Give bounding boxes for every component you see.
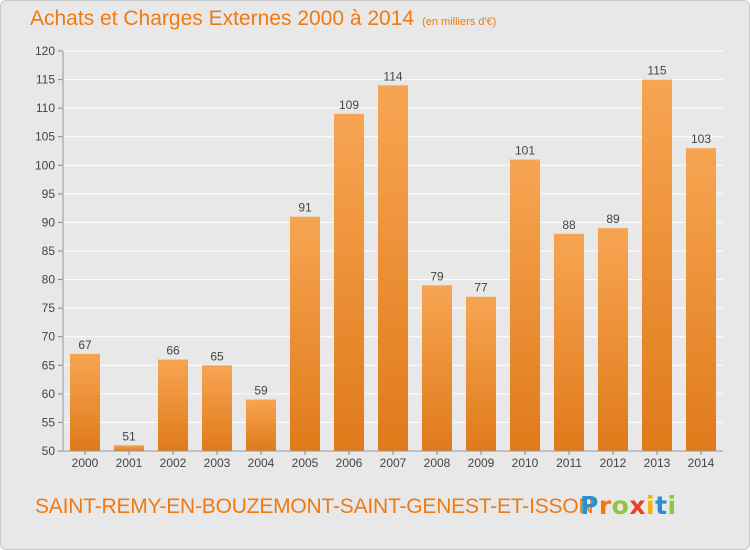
x-tick-label-2003: 2003 (204, 456, 231, 470)
bar-2008 (422, 285, 452, 451)
x-tick-label-2006: 2006 (336, 456, 363, 470)
y-axis: 50 55 60 65 70 75 80 85 90 95 100 105 110 115 120 (35, 44, 64, 458)
bar-2014 (686, 148, 716, 451)
y-tick-label: 85 (42, 244, 56, 258)
chart-title-row: Achats et Charges Externes 2000 à 2014 (e… (30, 7, 496, 31)
y-tick-label: 90 (42, 215, 56, 229)
x-axis: 2000 2001 2002 2003 2004 2005 2006 2007 2008 2009… (63, 450, 723, 470)
logo-letter: i (667, 491, 677, 520)
data-label-2002: 66 (166, 344, 180, 358)
y-tick-label: 65 (42, 358, 56, 372)
data-label-2008: 79 (430, 269, 444, 283)
data-label-2007: 114 (383, 69, 402, 83)
x-tick-label-2010: 2010 (512, 456, 539, 470)
bar-2000 (70, 353, 100, 451)
data-label-2006: 109 (339, 98, 359, 112)
data-labels: 67 51 66 65 59 91 109 114 79 77 101 88 89 115 103 (78, 64, 711, 444)
bars (70, 79, 716, 452)
data-label-2014: 103 (691, 132, 711, 146)
data-label-2013: 115 (647, 64, 666, 78)
data-label-2011: 88 (562, 218, 576, 232)
data-label-2012: 89 (606, 212, 620, 226)
x-tick-label-2001: 2001 (116, 456, 143, 470)
y-tick-label: 95 (42, 187, 56, 201)
y-tick-label: 70 (42, 330, 56, 344)
bar-2012 (598, 228, 628, 451)
y-tick-label: 60 (42, 387, 56, 401)
y-tick-label: 105 (35, 130, 55, 144)
x-tick-label-2011: 2011 (556, 456, 582, 470)
bar-2009 (466, 296, 496, 451)
proxiti-logo: Proxiti (580, 491, 677, 520)
data-label-2000: 67 (78, 338, 92, 352)
data-label-2003: 65 (210, 349, 224, 363)
chart-title: Achats et Charges Externes 2000 à 2014 (30, 7, 415, 30)
bar-2002 (158, 359, 188, 451)
x-tick-label-2000: 2000 (72, 456, 99, 470)
data-label-2009: 77 (474, 281, 488, 295)
data-label-2010: 101 (515, 144, 535, 158)
y-tick-label: 100 (35, 158, 55, 172)
bar-2005 (290, 216, 320, 451)
x-tick-label-2007: 2007 (380, 456, 407, 470)
bar-2004 (246, 399, 276, 451)
y-tick-label: 110 (36, 101, 55, 115)
logo-letter: t (655, 491, 668, 520)
y-tick-label: 115 (36, 73, 55, 87)
x-tick-label-2009: 2009 (468, 456, 495, 470)
y-tick-label: 55 (42, 415, 56, 429)
x-tick-label-2004: 2004 (248, 456, 275, 470)
bar-2007 (378, 85, 408, 452)
data-label-2005: 91 (298, 201, 312, 215)
bar-2011 (554, 233, 584, 451)
x-tick-label-2005: 2005 (292, 456, 319, 470)
x-tick-label-2014: 2014 (688, 456, 715, 470)
bar-2010 (510, 159, 540, 452)
y-tick-label: 50 (42, 444, 56, 458)
x-tick-label-2002: 2002 (160, 456, 187, 470)
bar-2006 (334, 113, 364, 451)
logo-letter: P (580, 491, 599, 520)
x-tick-label-2012: 2012 (600, 456, 627, 470)
logo-letter: r (598, 491, 612, 520)
y-tick-label: 75 (42, 301, 56, 315)
place-name: SAINT-REMY-EN-BOUZEMONT-SAINT-GENEST-ET-… (35, 495, 594, 518)
data-label-2004: 59 (254, 384, 268, 398)
bar-2001 (114, 445, 144, 451)
bar-2003 (202, 365, 232, 451)
logo-letter: i (646, 491, 656, 520)
y-tick-label: 80 (42, 273, 56, 287)
x-tick-label-2008: 2008 (424, 456, 451, 470)
x-tick-label-2013: 2013 (644, 456, 671, 470)
bar-2013 (642, 79, 672, 452)
chart-unit: (en milliers d'€) (422, 16, 497, 28)
data-label-2001: 51 (122, 429, 136, 443)
logo-letter: x (629, 491, 646, 520)
logo-letter: o (611, 491, 630, 520)
y-tick-label: 120 (35, 44, 55, 58)
